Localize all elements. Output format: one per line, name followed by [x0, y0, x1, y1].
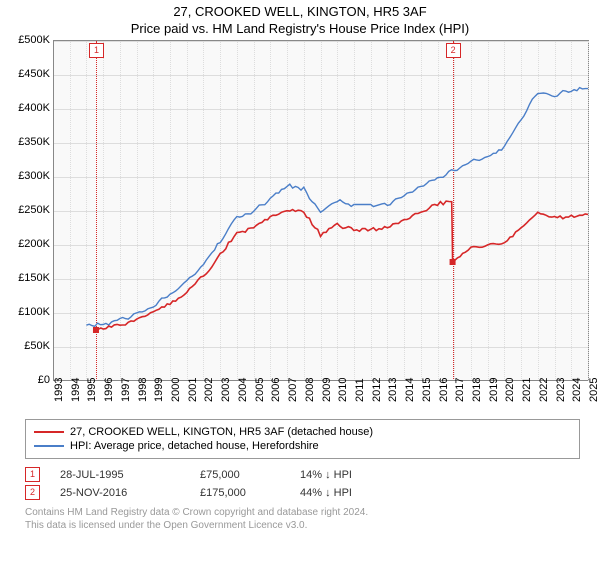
footnote-line2: This data is licensed under the Open Gov… — [25, 520, 307, 531]
event-marker-1: 1 — [89, 43, 104, 58]
y-tick-label: £450K — [0, 68, 50, 80]
y-tick-label: £300K — [0, 170, 50, 182]
event-point — [93, 327, 99, 333]
x-tick-label: 2011 — [354, 378, 366, 402]
legend-row: 27, CROOKED WELL, KINGTON, HR5 3AF (deta… — [34, 425, 571, 439]
x-tick-label: 1998 — [137, 378, 149, 402]
footnote: Contains HM Land Registry data © Crown c… — [25, 506, 580, 532]
y-tick-label: £100K — [0, 306, 50, 318]
x-tick-label: 2003 — [220, 378, 232, 402]
legend-label: HPI: Average price, detached house, Here… — [70, 440, 319, 452]
x-tick-label: 2025 — [588, 378, 600, 402]
x-tick-label: 2015 — [421, 378, 433, 402]
chart-title: 27, CROOKED WELL, KINGTON, HR5 3AF — [0, 4, 600, 19]
x-tick-label: 2018 — [471, 378, 483, 402]
x-tick-label: 1995 — [86, 378, 98, 402]
y-axis — [53, 40, 54, 380]
x-tick-label: 2013 — [387, 378, 399, 402]
x-tick-label: 2007 — [287, 378, 299, 402]
x-tick-label: 2001 — [187, 378, 199, 402]
chart-area: 12 £0£50K£100K£150K£200K£250K£300K£350K£… — [5, 40, 595, 410]
x-tick-label: 2022 — [538, 378, 550, 402]
event-date: 28-JUL-1995 — [60, 469, 200, 481]
x-tick-label: 1994 — [70, 378, 82, 402]
series-hpi — [86, 88, 588, 327]
x-tick-label: 2010 — [337, 378, 349, 402]
series-svg — [53, 41, 588, 381]
x-tick-label: 2008 — [304, 378, 316, 402]
event-row: 1 28-JUL-1995£75,00014% ↓ HPI — [25, 467, 580, 482]
x-tick-label: 2004 — [237, 378, 249, 402]
legend-box: 27, CROOKED WELL, KINGTON, HR5 3AF (deta… — [25, 419, 580, 459]
x-tick-label: 2002 — [203, 378, 215, 402]
y-tick-label: £200K — [0, 238, 50, 250]
x-tick-label: 2009 — [321, 378, 333, 402]
y-tick-label: £50K — [0, 340, 50, 352]
x-tick-label: 2021 — [521, 378, 533, 402]
legend-row: HPI: Average price, detached house, Here… — [34, 439, 571, 453]
x-tick-label: 2006 — [270, 378, 282, 402]
event-diff: 14% ↓ HPI — [300, 469, 420, 481]
event-row-marker: 1 — [25, 467, 40, 482]
event-point — [450, 259, 456, 265]
event-diff: 44% ↓ HPI — [300, 487, 420, 499]
x-tick-label: 2005 — [254, 378, 266, 402]
x-tick-label: 2019 — [488, 378, 500, 402]
x-tick-label: 2023 — [555, 378, 567, 402]
footnote-line1: Contains HM Land Registry data © Crown c… — [25, 507, 368, 518]
x-tick-label: 1996 — [103, 378, 115, 402]
legend-label: 27, CROOKED WELL, KINGTON, HR5 3AF (deta… — [70, 426, 373, 438]
event-row-marker: 2 — [25, 485, 40, 500]
event-row: 2 25-NOV-2016£175,00044% ↓ HPI — [25, 485, 580, 500]
event-price: £175,000 — [200, 487, 300, 499]
y-tick-label: £150K — [0, 272, 50, 284]
x-tick-label: 2012 — [371, 378, 383, 402]
event-price: £75,000 — [200, 469, 300, 481]
event-marker-2: 2 — [446, 43, 461, 58]
chart-subtitle: Price paid vs. HM Land Registry's House … — [0, 21, 600, 36]
x-tick-label: 1999 — [153, 378, 165, 402]
events-table: 1 28-JUL-1995£75,00014% ↓ HPI 2 25-NOV-2016… — [25, 467, 580, 500]
bottom-panel: 27, CROOKED WELL, KINGTON, HR5 3AF (deta… — [25, 419, 580, 532]
legend-swatch — [34, 445, 64, 447]
event-date: 25-NOV-2016 — [60, 487, 200, 499]
series-price_paid — [96, 201, 588, 331]
y-tick-label: £400K — [0, 102, 50, 114]
y-tick-label: £250K — [0, 204, 50, 216]
x-tick-label: 2014 — [404, 378, 416, 402]
x-tick-label: 2000 — [170, 378, 182, 402]
x-tick-label: 2024 — [571, 378, 583, 402]
gridline-v — [588, 41, 589, 381]
x-tick-label: 2016 — [438, 378, 450, 402]
x-tick-label: 1997 — [120, 378, 132, 402]
y-tick-label: £500K — [0, 34, 50, 46]
legend-swatch — [34, 431, 64, 433]
y-tick-label: £0 — [0, 374, 50, 386]
x-tick-label: 2020 — [504, 378, 516, 402]
x-tick-label: 2017 — [454, 378, 466, 402]
x-tick-label: 1993 — [53, 378, 65, 402]
y-tick-label: £350K — [0, 136, 50, 148]
chart-container: 27, CROOKED WELL, KINGTON, HR5 3AF Price… — [0, 4, 600, 564]
plot-region: 12 — [53, 40, 589, 381]
